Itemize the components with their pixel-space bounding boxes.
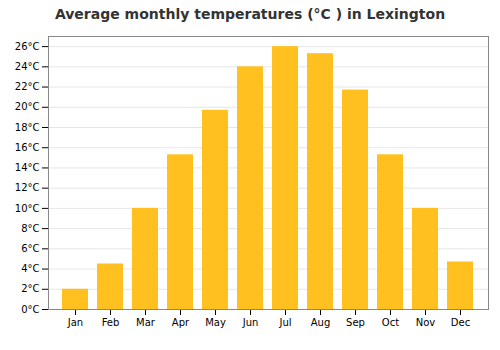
- svg-text:May: May: [205, 317, 226, 328]
- svg-text:12°C: 12°C: [15, 182, 40, 193]
- svg-text:22°C: 22°C: [15, 81, 40, 92]
- svg-text:24°C: 24°C: [15, 61, 40, 72]
- svg-text:26°C: 26°C: [15, 41, 40, 52]
- svg-text:0°C: 0°C: [21, 304, 39, 315]
- html-text:Average monthly temperatures (: Average monthly temperatures (°C ) in Le…: [54, 6, 446, 22]
- svg-text:4°C: 4°C: [21, 263, 39, 274]
- svg-text:Aug: Aug: [311, 317, 331, 328]
- svg-text:Oct: Oct: [382, 317, 399, 328]
- svg-text:Jan: Jan: [67, 317, 83, 328]
- svg-text:Dec: Dec: [451, 317, 470, 328]
- svg-text:2°C: 2°C: [21, 283, 39, 294]
- svg-text:8°C: 8°C: [21, 223, 39, 234]
- svg-text:Jul: Jul: [278, 317, 291, 328]
- svg-text:Nov: Nov: [416, 317, 436, 328]
- svg-text:Feb: Feb: [102, 317, 120, 328]
- svg-text:18°C: 18°C: [15, 122, 40, 133]
- svg-text:Jun: Jun: [242, 317, 259, 328]
- svg-text:16°C: 16°C: [15, 142, 40, 153]
- svg-text:20°C: 20°C: [15, 101, 40, 112]
- svg-text:10°C: 10°C: [15, 203, 40, 214]
- svg-text:Mar: Mar: [136, 317, 156, 328]
- svg-text:14°C: 14°C: [15, 162, 40, 173]
- svg-text:Apr: Apr: [172, 317, 190, 328]
- svg-text:6°C: 6°C: [21, 243, 39, 254]
- svg-text:Sep: Sep: [346, 317, 365, 328]
